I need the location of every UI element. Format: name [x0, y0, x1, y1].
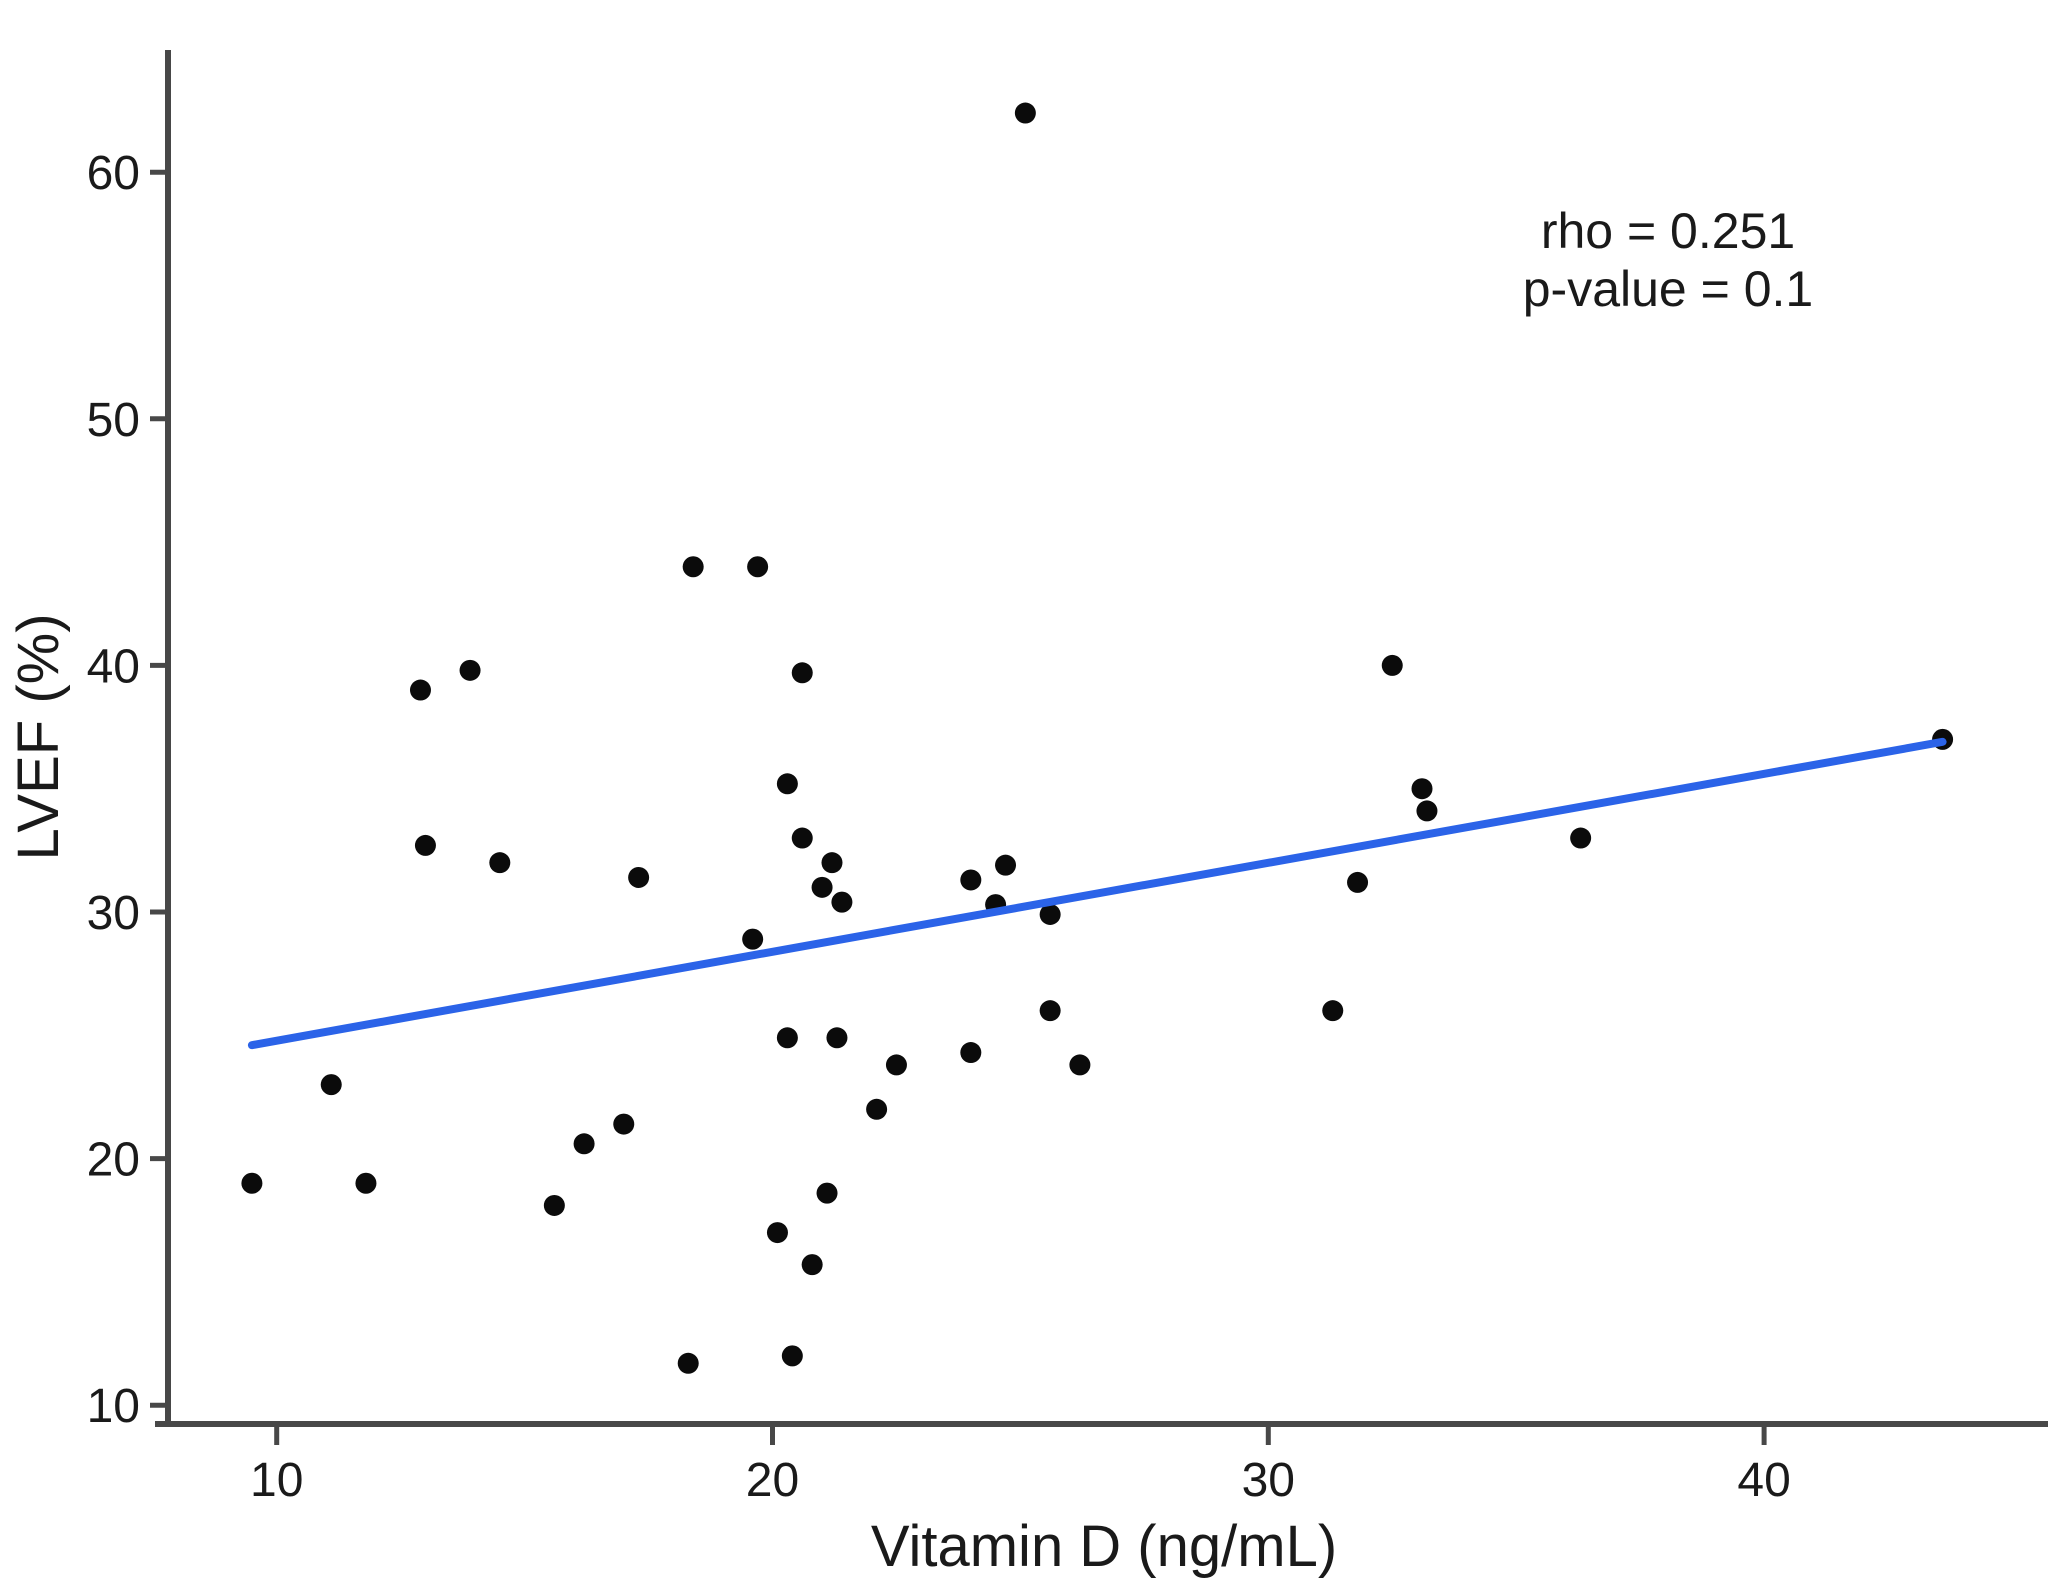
x-tick-label: 10 — [250, 1454, 303, 1507]
data-point — [821, 852, 843, 874]
data-point — [816, 1182, 838, 1204]
y-tick-label: 60 — [87, 147, 140, 200]
data-point — [1416, 800, 1438, 822]
data-point — [355, 1172, 377, 1194]
p-value-annotation: p-value = 0.1 — [1523, 261, 1813, 317]
data-point — [791, 662, 813, 684]
y-tick-label: 30 — [87, 887, 140, 940]
x-axis-title: Vitamin D (ng/mL) — [871, 1514, 1337, 1579]
data-point — [573, 1133, 595, 1155]
y-tick-label: 10 — [87, 1380, 140, 1433]
rho-annotation: rho = 0.251 — [1541, 203, 1795, 259]
data-points — [241, 102, 1954, 1374]
data-point — [1069, 1054, 1091, 1076]
data-point — [543, 1194, 565, 1216]
data-point — [866, 1098, 888, 1120]
data-point — [241, 1172, 263, 1194]
trend-line — [247, 737, 1947, 1050]
data-point — [1381, 654, 1403, 676]
x-tick-label: 30 — [1242, 1454, 1295, 1507]
trend-line-layer — [247, 737, 1947, 1050]
data-point — [811, 876, 833, 898]
data-point — [1039, 1000, 1061, 1022]
axis-lines — [155, 50, 2048, 1427]
x-tick-label: 40 — [1737, 1454, 1790, 1507]
data-point — [885, 1054, 907, 1076]
y-axis-title: LVEF (%) — [6, 613, 71, 860]
data-point — [613, 1113, 635, 1135]
y-tick-label: 40 — [87, 640, 140, 693]
data-point — [766, 1222, 788, 1244]
data-point — [1570, 827, 1592, 849]
data-point — [742, 928, 764, 950]
data-point — [677, 1352, 699, 1374]
data-point — [1039, 903, 1061, 925]
data-point — [776, 1027, 798, 1049]
data-point — [995, 854, 1017, 876]
data-point — [960, 1042, 982, 1064]
data-point — [831, 891, 853, 913]
data-point — [826, 1027, 848, 1049]
data-point — [1347, 871, 1369, 893]
data-point — [409, 679, 431, 701]
data-point — [747, 556, 769, 578]
axis-ticks: 10 20 30 40 10 20 30 40 50 60 — [87, 147, 1791, 1507]
y-tick-label: 50 — [87, 394, 140, 447]
data-point — [682, 556, 704, 578]
data-point — [1014, 102, 1036, 124]
data-point — [781, 1345, 803, 1367]
data-point — [628, 866, 650, 888]
data-point — [459, 659, 481, 681]
data-point — [776, 773, 798, 795]
data-point — [960, 869, 982, 891]
y-tick-label: 20 — [87, 1134, 140, 1187]
x-tick-label: 20 — [746, 1454, 799, 1507]
data-point — [801, 1254, 823, 1276]
data-point — [791, 827, 813, 849]
data-point — [489, 852, 511, 874]
data-point — [1411, 778, 1433, 800]
data-point — [320, 1074, 342, 1096]
data-point — [414, 834, 436, 856]
data-point — [1322, 1000, 1344, 1022]
